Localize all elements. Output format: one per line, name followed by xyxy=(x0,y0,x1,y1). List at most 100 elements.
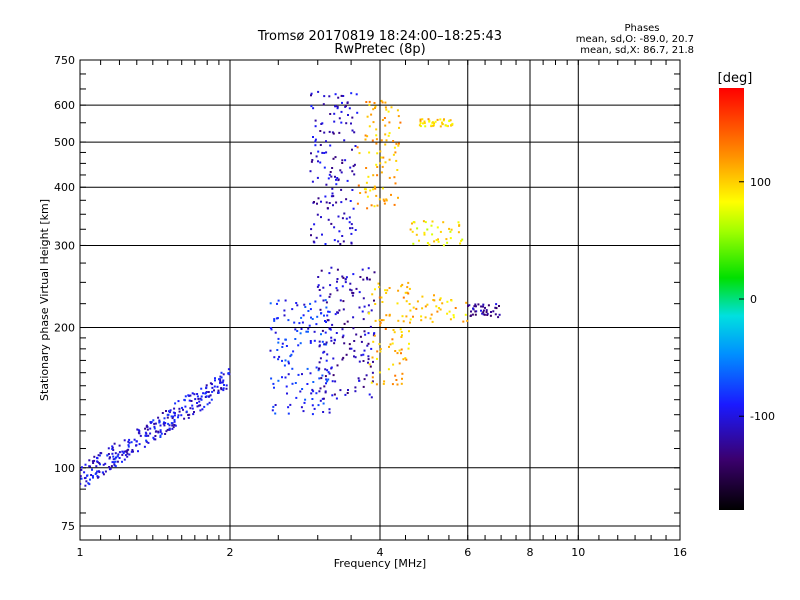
data-point xyxy=(153,427,156,430)
y-tick-label: 400 xyxy=(54,181,75,194)
data-point xyxy=(325,343,328,346)
data-point xyxy=(272,405,275,408)
data-point xyxy=(384,289,387,292)
data-point xyxy=(384,161,387,164)
data-point xyxy=(182,408,184,411)
data-point xyxy=(94,473,97,475)
data-point xyxy=(419,118,422,121)
data-point xyxy=(205,384,208,387)
data-point xyxy=(322,397,325,400)
data-point xyxy=(108,466,111,468)
data-point xyxy=(220,388,223,391)
data-point xyxy=(370,204,373,207)
data-point xyxy=(196,395,199,398)
data-point xyxy=(330,175,333,178)
data-point xyxy=(348,347,351,350)
data-point xyxy=(429,317,432,320)
data-point xyxy=(365,374,368,377)
data-point xyxy=(349,166,352,169)
data-point xyxy=(338,309,341,312)
data-point xyxy=(126,452,129,455)
data-point xyxy=(269,302,272,305)
data-point xyxy=(329,284,332,287)
data-point xyxy=(310,92,313,95)
data-point xyxy=(149,427,152,430)
data-point xyxy=(205,395,208,398)
data-point xyxy=(312,390,315,393)
data-point xyxy=(401,377,403,380)
data-point xyxy=(351,189,354,191)
data-point xyxy=(373,205,376,208)
data-point xyxy=(383,202,386,205)
data-point xyxy=(411,230,414,233)
data-point xyxy=(172,426,175,429)
data-point xyxy=(393,176,396,179)
data-point xyxy=(329,328,332,331)
data-point xyxy=(328,295,331,298)
data-point xyxy=(399,121,402,124)
data-point xyxy=(336,177,339,179)
data-point xyxy=(322,286,325,289)
y-axis-label: Stationary phase Virtual Height [km] xyxy=(38,199,51,401)
data-point xyxy=(173,407,176,410)
y-tick-label: 75 xyxy=(61,520,75,533)
data-point xyxy=(177,416,179,419)
data-point xyxy=(490,311,492,313)
data-point xyxy=(320,200,322,203)
data-point xyxy=(460,239,463,242)
data-point xyxy=(412,306,415,309)
data-point xyxy=(149,421,152,424)
data-point xyxy=(340,121,343,124)
data-point xyxy=(437,240,440,243)
data-point xyxy=(486,312,489,315)
data-point xyxy=(300,328,303,330)
data-point xyxy=(311,388,314,391)
data-point xyxy=(90,474,93,476)
data-point xyxy=(330,336,333,339)
data-point xyxy=(485,311,488,313)
data-point xyxy=(424,125,427,128)
data-point xyxy=(340,171,343,174)
data-point xyxy=(106,454,109,457)
data-point xyxy=(446,241,449,244)
data-point xyxy=(346,101,349,104)
data-point xyxy=(367,304,370,307)
data-point xyxy=(329,171,332,173)
data-point xyxy=(372,174,375,177)
data-point xyxy=(368,312,371,315)
data-point xyxy=(275,317,278,320)
data-point xyxy=(319,130,322,132)
data-point xyxy=(191,392,194,395)
data-point xyxy=(166,428,169,431)
data-point xyxy=(369,189,372,192)
data-point xyxy=(271,409,274,412)
data-point xyxy=(159,429,162,432)
data-point xyxy=(424,305,427,308)
data-point xyxy=(415,233,418,236)
y-tick-label: 500 xyxy=(54,136,75,149)
data-point xyxy=(194,398,197,401)
data-point xyxy=(96,470,99,473)
data-point xyxy=(139,434,142,437)
data-point xyxy=(325,151,328,154)
data-point xyxy=(355,93,358,96)
data-point xyxy=(330,266,333,269)
data-point xyxy=(161,412,164,414)
data-point xyxy=(350,232,353,235)
data-point xyxy=(314,300,317,303)
data-point xyxy=(99,463,101,466)
data-point xyxy=(380,156,383,159)
data-point xyxy=(322,299,325,302)
data-point xyxy=(331,192,334,195)
data-point xyxy=(494,313,497,316)
data-point xyxy=(337,215,340,218)
data-point xyxy=(371,380,374,383)
data-point xyxy=(181,406,183,409)
data-point xyxy=(394,182,397,185)
data-point xyxy=(450,228,453,231)
data-point xyxy=(418,239,420,242)
data-point xyxy=(92,476,94,479)
data-point xyxy=(375,163,378,166)
data-point xyxy=(451,122,454,125)
data-point xyxy=(108,457,111,460)
